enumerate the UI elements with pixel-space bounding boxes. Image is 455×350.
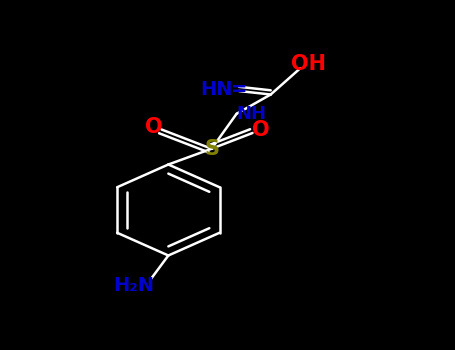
Text: O: O [252,120,269,140]
Text: OH: OH [291,54,326,74]
Text: S: S [204,139,219,159]
Text: =: = [231,80,247,99]
Text: HN: HN [200,80,233,99]
Text: NH: NH [236,105,266,123]
Text: H₂N: H₂N [114,276,155,295]
Text: O: O [145,117,162,137]
